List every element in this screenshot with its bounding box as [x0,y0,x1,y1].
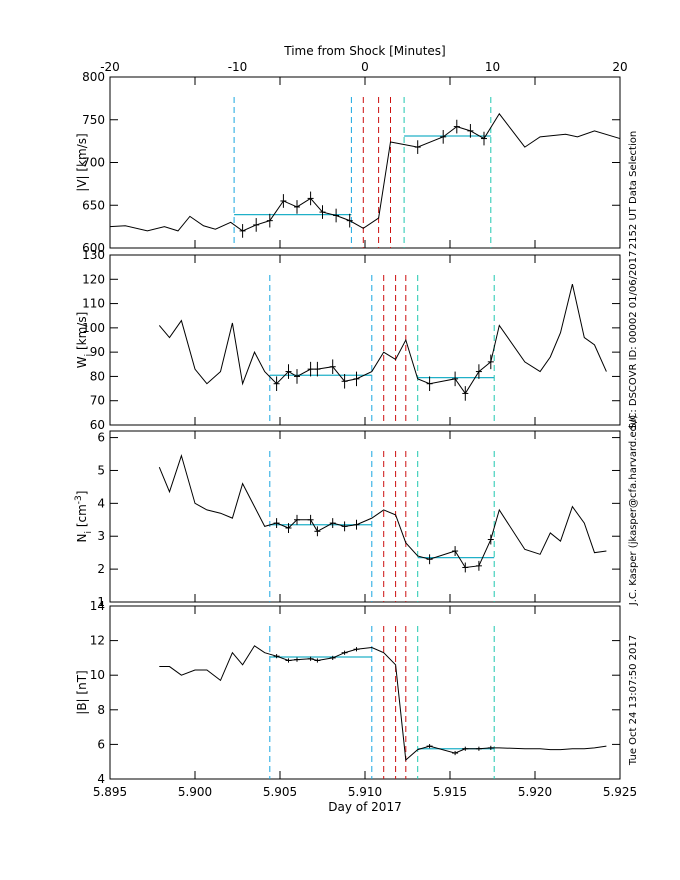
y-tick-label: 120 [82,272,105,286]
y-tick-label: 12 [90,634,105,648]
y-axis-label-part: W [75,356,89,368]
y-tick-label: 4 [97,772,105,786]
data-line [109,112,621,232]
y-tick-label: 90 [90,345,105,359]
y-tick-label: 2 [97,562,105,576]
x-tick-label: 5.900 [178,785,212,799]
y-axis-label-part: [km/s] [75,312,89,354]
y-tick-label: 8 [97,703,105,717]
y-tick-label: 14 [90,599,105,613]
y-tick-label: 650 [82,198,105,212]
side-annotation: J.C. Kasper (jkasper@cfa.harvard.edu) [628,415,639,606]
y-axis-label: Ni [cm-3] [74,491,94,543]
side-annotation: 2152 UT Data Selection [628,131,639,249]
panel-frame [109,605,621,780]
panel-frame [109,76,621,249]
y-tick-label: 4 [97,496,105,510]
y-axis-label-part: i [84,354,94,357]
x-tick-label: 5.915 [433,785,467,799]
y-tick-label: 3 [97,529,105,543]
y-tick-label: 80 [90,369,105,383]
x-tick-label: 5.910 [348,785,382,799]
data-line [158,284,607,395]
y-axis-label-part: i [84,531,94,534]
top-tick-label: -20 [100,60,120,74]
top-tick-label: 0 [361,60,369,74]
top-tick-label: 20 [612,60,627,74]
y-tick-label: 600 [82,241,105,255]
y-axis-label: Wi [km/s] [75,312,94,369]
x-axis-label: Day of 2017 [328,800,401,814]
y-tick-label: 60 [90,418,105,432]
side-annotation: Tue Oct 24 13:07:50 2017 [628,635,639,766]
y-axis-label: |V| [km/s] [75,133,89,191]
y-tick-label: 70 [90,394,105,408]
y-axis-label-part: [cm [75,504,89,531]
y-tick-label: 5 [97,463,105,477]
panel-frame [109,430,621,603]
y-axis-label-part: |B| [nT] [75,670,89,714]
x-tick-label: 5.925 [603,785,637,799]
data-line [159,645,607,761]
top-tick-label: -10 [228,60,248,74]
y-tick-label: 750 [82,113,105,127]
y-tick-label: 800 [82,70,105,84]
y-axis-label-part: ] [75,491,89,496]
y-tick-label: 6 [97,737,105,751]
x-tick-label: 5.905 [263,785,297,799]
y-tick-label: 700 [82,156,105,170]
top-tick-label: 10 [485,60,500,74]
y-axis-label: |B| [nT] [75,670,89,714]
top-axis-label: Time from Shock [Minutes] [283,44,445,58]
data-line [158,453,607,569]
x-tick-label: 5.895 [93,785,127,799]
x-tick-label: 5.920 [518,785,552,799]
y-tick-label: 100 [82,321,105,335]
y-axis-label-part: N [75,534,89,543]
y-axis-label-part: -3 [74,495,84,504]
y-tick-label: 10 [90,668,105,682]
y-tick-label: 1 [97,595,105,609]
y-tick-label: 110 [82,297,105,311]
side-annotation: S/C: DSCOVR ID: 00002 01/06/2017 [628,251,639,430]
y-tick-label: 6 [97,431,105,445]
y-tick-label: 130 [82,248,105,262]
y-axis-label-part: |V| [km/s] [75,133,89,191]
